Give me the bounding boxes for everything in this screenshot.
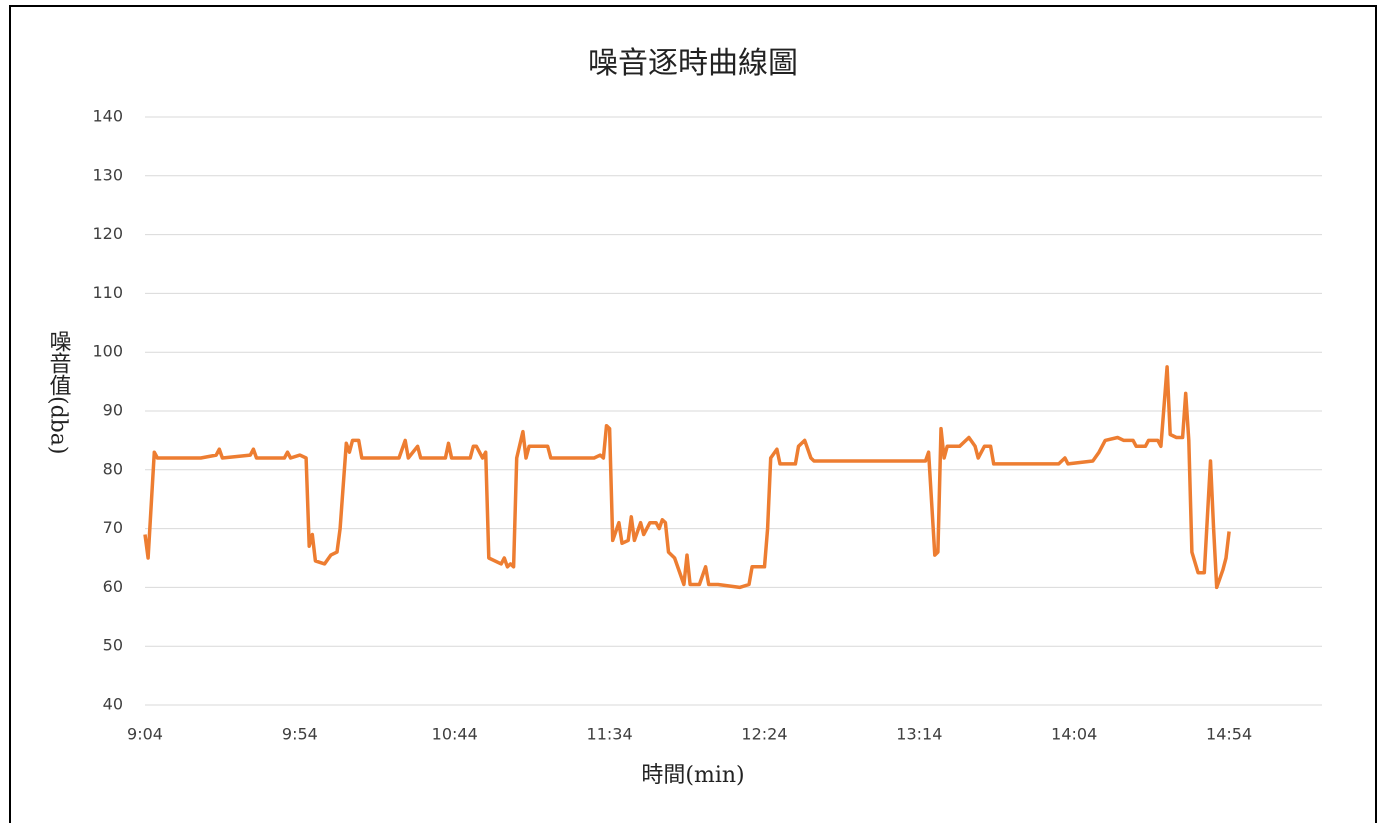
y-tick-label: 40 xyxy=(103,695,123,714)
x-tick-label: 10:44 xyxy=(432,725,478,744)
y-tick-label: 50 xyxy=(103,636,123,655)
x-tick-label: 9:54 xyxy=(282,725,318,744)
y-tick-label: 100 xyxy=(92,342,123,361)
x-tick-label: 12:24 xyxy=(741,725,787,744)
y-tick-label: 90 xyxy=(103,401,123,420)
x-axis-title: 時間(min) xyxy=(641,763,744,788)
y-tick-label: 110 xyxy=(92,283,123,302)
frame xyxy=(9,5,1377,823)
y-tick-label: 130 xyxy=(92,165,123,184)
y-tick-label: 120 xyxy=(92,224,123,243)
chart-title: 噪音逐時曲線圖 xyxy=(588,46,798,81)
plot-area: 40 50 60 70 80 90 100 110 120 130 140 9:04 9:54 10:44… xyxy=(92,107,1322,744)
y-tick-label: 70 xyxy=(103,518,123,537)
x-tick-label: 14:54 xyxy=(1206,725,1252,744)
x-tick-label: 13:14 xyxy=(896,725,942,744)
y-tick-label: 80 xyxy=(103,459,123,478)
y-tick-label: 60 xyxy=(103,577,123,596)
data-line xyxy=(143,365,1231,590)
y-tick-label: 140 xyxy=(92,107,123,126)
x-tick-label: 11:34 xyxy=(587,725,633,744)
y-axis-title: 噪音值(dba) xyxy=(46,330,72,454)
x-tick-label: 9:04 xyxy=(127,725,163,744)
x-tick-label: 14:04 xyxy=(1051,725,1097,744)
